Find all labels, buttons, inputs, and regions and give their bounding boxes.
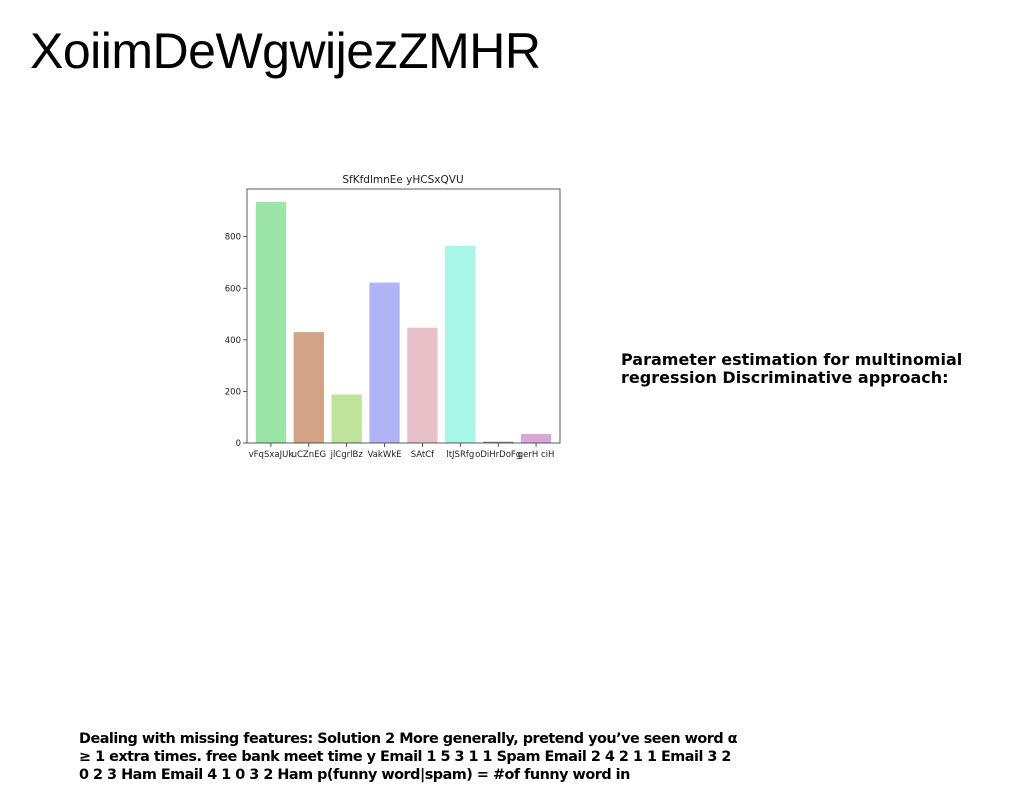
x-tick-label: uCZnEG <box>292 450 327 460</box>
y-tick-label: 0 <box>236 439 241 449</box>
bar-6 <box>445 245 476 443</box>
bar-chart-svg: SfKfdlmnEe yHCSxQVU 0 200 400 600 800 vFqSxa… <box>225 174 561 460</box>
bar-1 <box>255 201 287 443</box>
x-tick-label: oDiHrDoFg <box>475 450 521 460</box>
bar-7 <box>483 441 514 443</box>
chart-title: SfKfdlmnEe yHCSxQVU <box>342 174 463 186</box>
y-tick-label: 600 <box>225 284 241 294</box>
x-tick-label: VakWkE <box>368 450 402 460</box>
x-tick-label: vFqSxaJUk <box>249 450 294 460</box>
x-tick-label: gerH ciH <box>518 450 555 460</box>
bar-5 <box>407 327 438 443</box>
plot-frame <box>246 188 561 444</box>
bar-2 <box>293 332 324 443</box>
bar-chart: SfKfdlmnEe yHCSxQVU 0 200 400 600 800 vFqSxa… <box>220 168 580 468</box>
bar-3 <box>331 394 362 443</box>
bars <box>255 201 552 443</box>
slide-title: XoiimDeWgwijezZMHR <box>30 23 541 79</box>
bottom-note: Dealing with missing features: Solution … <box>79 731 738 783</box>
y-tick-label: 800 <box>225 233 241 243</box>
bar-8 <box>520 433 552 443</box>
side-note: Parameter estimation for multinomial reg… <box>621 350 963 387</box>
x-tick-label: jlCgrlBz <box>330 450 364 460</box>
x-tick-label: ltJSRfg <box>446 450 474 460</box>
y-tick-label: 400 <box>225 336 241 346</box>
y-tick-label: 200 <box>225 387 241 397</box>
x-tick-label: SAtCf <box>411 450 435 460</box>
bar-4 <box>369 282 400 443</box>
y-axis-ticks: 0 200 400 600 800 <box>225 233 247 449</box>
